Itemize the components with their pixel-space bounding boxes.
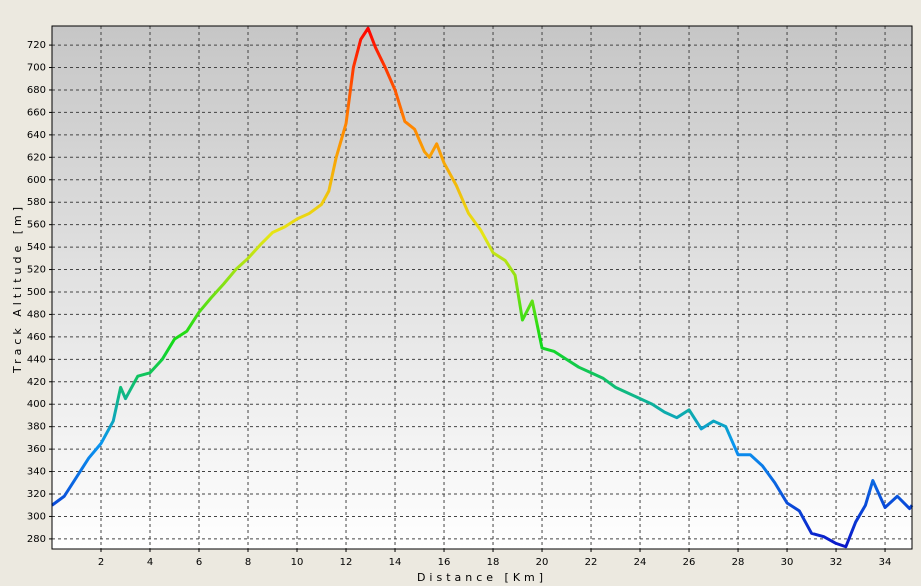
y-tick-label: 560 [27, 220, 46, 231]
x-tick-label: 8 [245, 557, 251, 568]
x-tick-label: 12 [340, 557, 353, 568]
y-tick-label: 320 [27, 489, 46, 500]
x-tick-label: 20 [536, 557, 549, 568]
y-tick-label: 680 [27, 85, 46, 96]
x-tick-label: 28 [732, 557, 745, 568]
y-tick-label: 660 [27, 107, 46, 118]
x-tick-label: 18 [487, 557, 500, 568]
y-tick-label: 340 [27, 467, 46, 478]
x-tick-label: 6 [196, 557, 202, 568]
y-tick-label: 540 [27, 242, 46, 253]
y-tick-label: 720 [27, 40, 46, 51]
x-tick-label: 10 [291, 557, 304, 568]
x-tick-label: 14 [389, 557, 402, 568]
x-tick-label: 24 [634, 557, 647, 568]
x-tick-label: 2 [98, 557, 104, 568]
y-tick-label: 460 [27, 332, 46, 343]
x-tick-label: 34 [879, 557, 892, 568]
y-tick-label: 480 [27, 309, 46, 320]
altitude-line [51, 26, 914, 549]
y-tick-label: 520 [27, 265, 46, 276]
plot-border [51, 25, 913, 550]
x-tick-label: 22 [585, 557, 598, 568]
y-tick-label: 420 [27, 377, 46, 388]
x-tick-label: 4 [147, 557, 153, 568]
x-tick-label: 32 [830, 557, 843, 568]
y-tick-label: 500 [27, 287, 46, 298]
y-tick-label: 380 [27, 422, 46, 433]
x-tick-label: 16 [438, 557, 451, 568]
y-axis-label: Track Altitude [m] [11, 203, 24, 374]
x-tick-label: 30 [781, 557, 794, 568]
y-tick-label: 400 [27, 399, 46, 410]
y-tick-label: 440 [27, 354, 46, 365]
x-tick-label: 26 [683, 557, 696, 568]
x-axis-label: Distance [Km] [417, 571, 547, 584]
y-tick-label: 360 [27, 444, 46, 455]
y-tick-label: 600 [27, 175, 46, 186]
plot-area [51, 25, 913, 550]
y-tick-label: 580 [27, 197, 46, 208]
y-tick-label: 700 [27, 63, 46, 74]
y-tick-label: 640 [27, 130, 46, 141]
y-tick-label: 280 [27, 534, 46, 545]
y-tick-label: 300 [27, 511, 46, 522]
y-tick-label: 620 [27, 152, 46, 163]
